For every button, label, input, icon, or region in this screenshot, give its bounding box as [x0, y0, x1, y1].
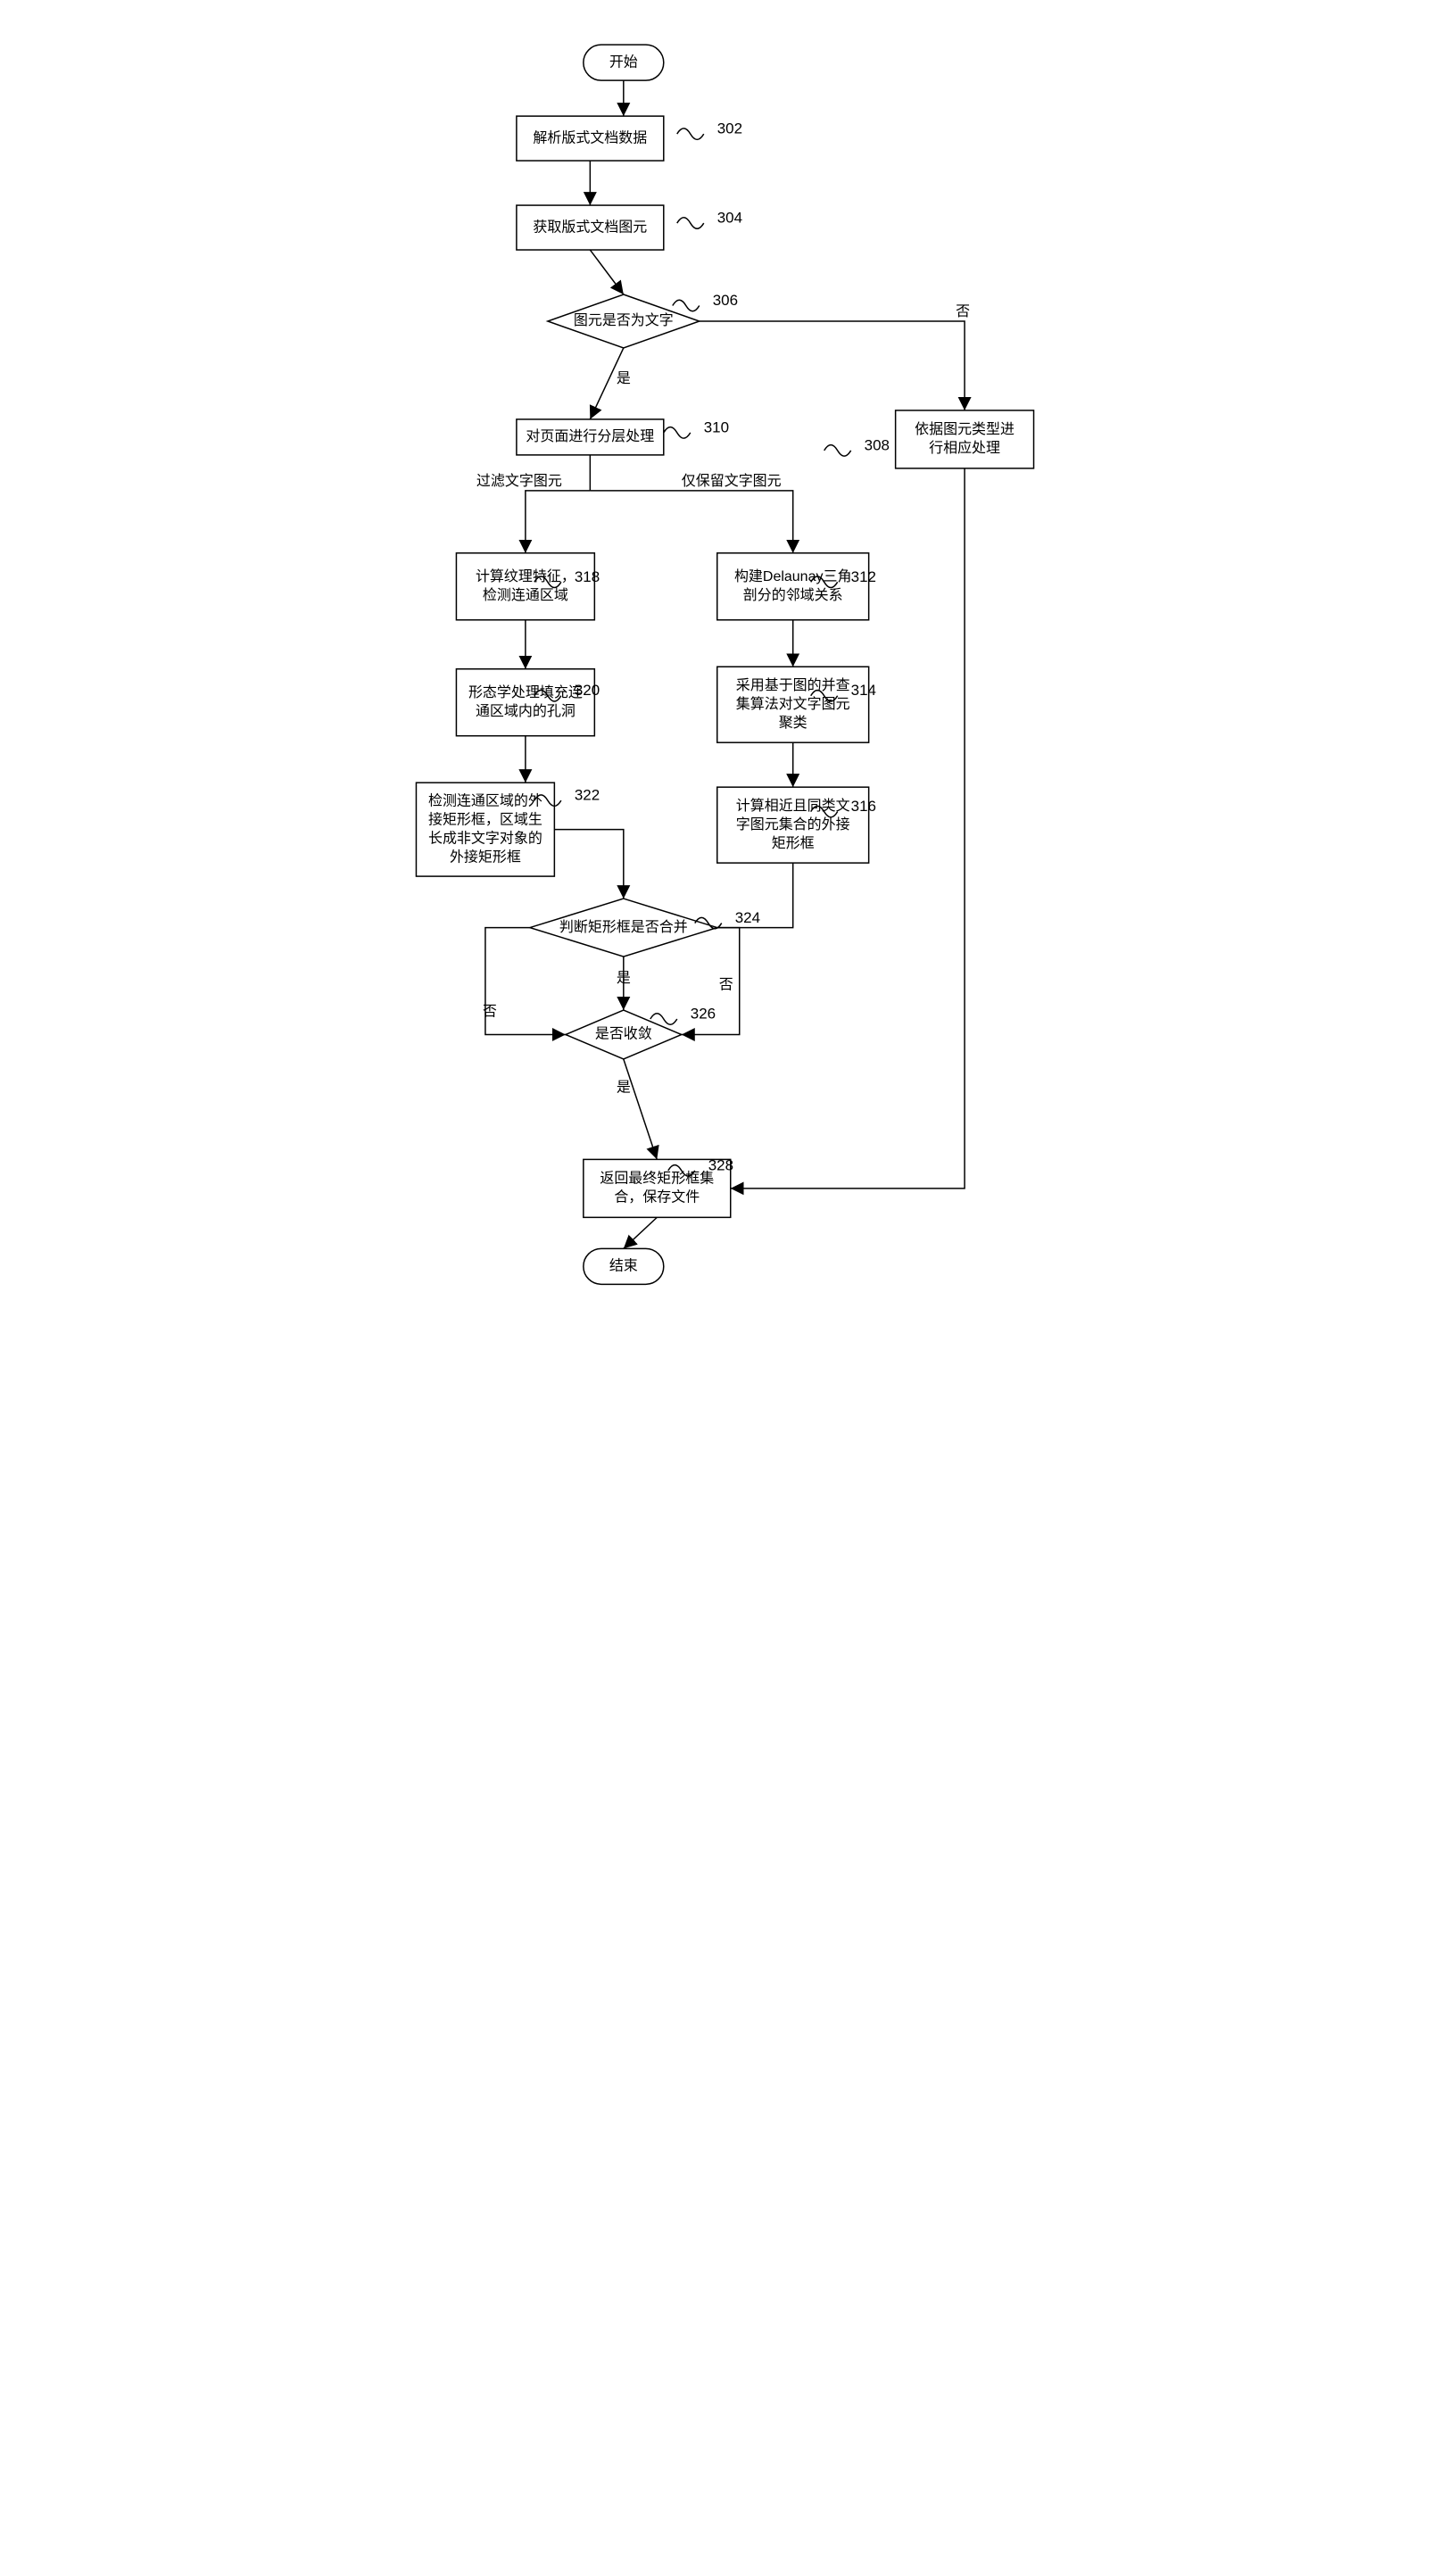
- edge: [554, 830, 623, 899]
- svg-text:聚类: 聚类: [779, 715, 807, 731]
- svg-text:合，保存文件: 合，保存文件: [614, 1189, 700, 1205]
- ref-curve-308: [824, 445, 851, 456]
- ref-label-324: 324: [735, 909, 760, 926]
- ref-label-318: 318: [575, 568, 600, 585]
- svg-text:获取版式文档图元: 获取版式文档图元: [533, 219, 647, 235]
- box-312: [717, 553, 869, 620]
- edge-label-d306_no: 否: [956, 304, 970, 319]
- edge-label-branch_right: 仅保留文字图元: [682, 473, 782, 489]
- svg-text:集算法对文字图元: 集算法对文字图元: [736, 695, 850, 712]
- svg-text:结束: 结束: [609, 1258, 638, 1274]
- svg-text:判断矩形框是否合并: 判断矩形框是否合并: [559, 919, 688, 935]
- edge: [526, 491, 590, 553]
- ref-label-314: 314: [851, 682, 876, 699]
- svg-text:计算纹理特征，: 计算纹理特征，: [476, 567, 576, 584]
- svg-text:长成非文字对象的: 长成非文字对象的: [428, 830, 542, 846]
- box-308: [896, 410, 1034, 468]
- svg-text:行相应处理: 行相应处理: [929, 439, 1000, 456]
- ref-label-308: 308: [865, 436, 890, 453]
- ref-label-326: 326: [691, 1005, 716, 1022]
- box-320: [456, 669, 594, 736]
- flowchart-svg: 3023043063083103123143163183203223243263…: [360, 18, 1081, 1305]
- ref-label-316: 316: [851, 798, 876, 815]
- edge-label-d306_yes: 是: [617, 371, 631, 386]
- svg-text:图元是否为文字: 图元是否为文字: [574, 312, 674, 328]
- edge-label-d324_no_right: 否: [719, 978, 733, 993]
- svg-text:检测连通区域的外: 检测连通区域的外: [428, 792, 542, 808]
- svg-text:解析版式文档数据: 解析版式文档数据: [533, 129, 647, 145]
- box-318: [456, 553, 594, 620]
- ref-curve-302: [677, 128, 704, 139]
- svg-text:对页面进行分层处理: 对页面进行分层处理: [526, 428, 654, 444]
- svg-text:通区域内的孔洞: 通区域内的孔洞: [476, 703, 576, 719]
- svg-text:接矩形框，区域生: 接矩形框，区域生: [428, 811, 542, 827]
- edge-label-d324_yes: 是: [617, 971, 631, 986]
- svg-text:是否收敛: 是否收敛: [595, 1026, 652, 1042]
- edge-label-d326_yes: 是: [617, 1081, 631, 1096]
- edge-label-branch_left: 过滤文字图元: [476, 473, 562, 489]
- svg-text:开始: 开始: [609, 54, 638, 70]
- svg-text:构建Delaunay三角: 构建Delaunay三角: [734, 568, 851, 584]
- ref-label-306: 306: [713, 292, 738, 309]
- ref-label-310: 310: [704, 418, 729, 435]
- edge: [700, 321, 965, 410]
- ref-label-304: 304: [717, 210, 742, 227]
- ref-curve-310: [664, 427, 691, 438]
- ref-label-322: 322: [575, 787, 600, 804]
- edge: [590, 250, 623, 294]
- ref-curve-306: [673, 300, 700, 311]
- edge: [624, 1059, 657, 1159]
- ref-label-312: 312: [851, 568, 876, 585]
- svg-text:矩形框: 矩形框: [772, 835, 815, 851]
- ref-label-302: 302: [717, 120, 742, 137]
- svg-text:形态学处理填充连: 形态学处理填充连: [468, 684, 583, 700]
- svg-text:依据图元类型进: 依据图元类型进: [915, 421, 1014, 437]
- svg-text:外接矩形框: 外接矩形框: [450, 849, 521, 865]
- ref-curve-304: [677, 218, 704, 228]
- svg-text:返回最终矩形框集: 返回最终矩形框集: [600, 1171, 714, 1187]
- svg-text:计算相近且同类文: 计算相近且同类文: [736, 797, 850, 814]
- edge: [624, 1217, 657, 1248]
- edge: [485, 928, 566, 1035]
- svg-text:剖分的邻域关系: 剖分的邻域关系: [743, 587, 843, 603]
- svg-text:字图元集合的外接: 字图元集合的外接: [736, 816, 850, 832]
- edge-label-d324_no_left: 否: [483, 1005, 497, 1020]
- edge: [590, 491, 792, 553]
- svg-text:检测连通区域: 检测连通区域: [483, 587, 568, 603]
- svg-text:采用基于图的并查: 采用基于图的并查: [736, 677, 850, 693]
